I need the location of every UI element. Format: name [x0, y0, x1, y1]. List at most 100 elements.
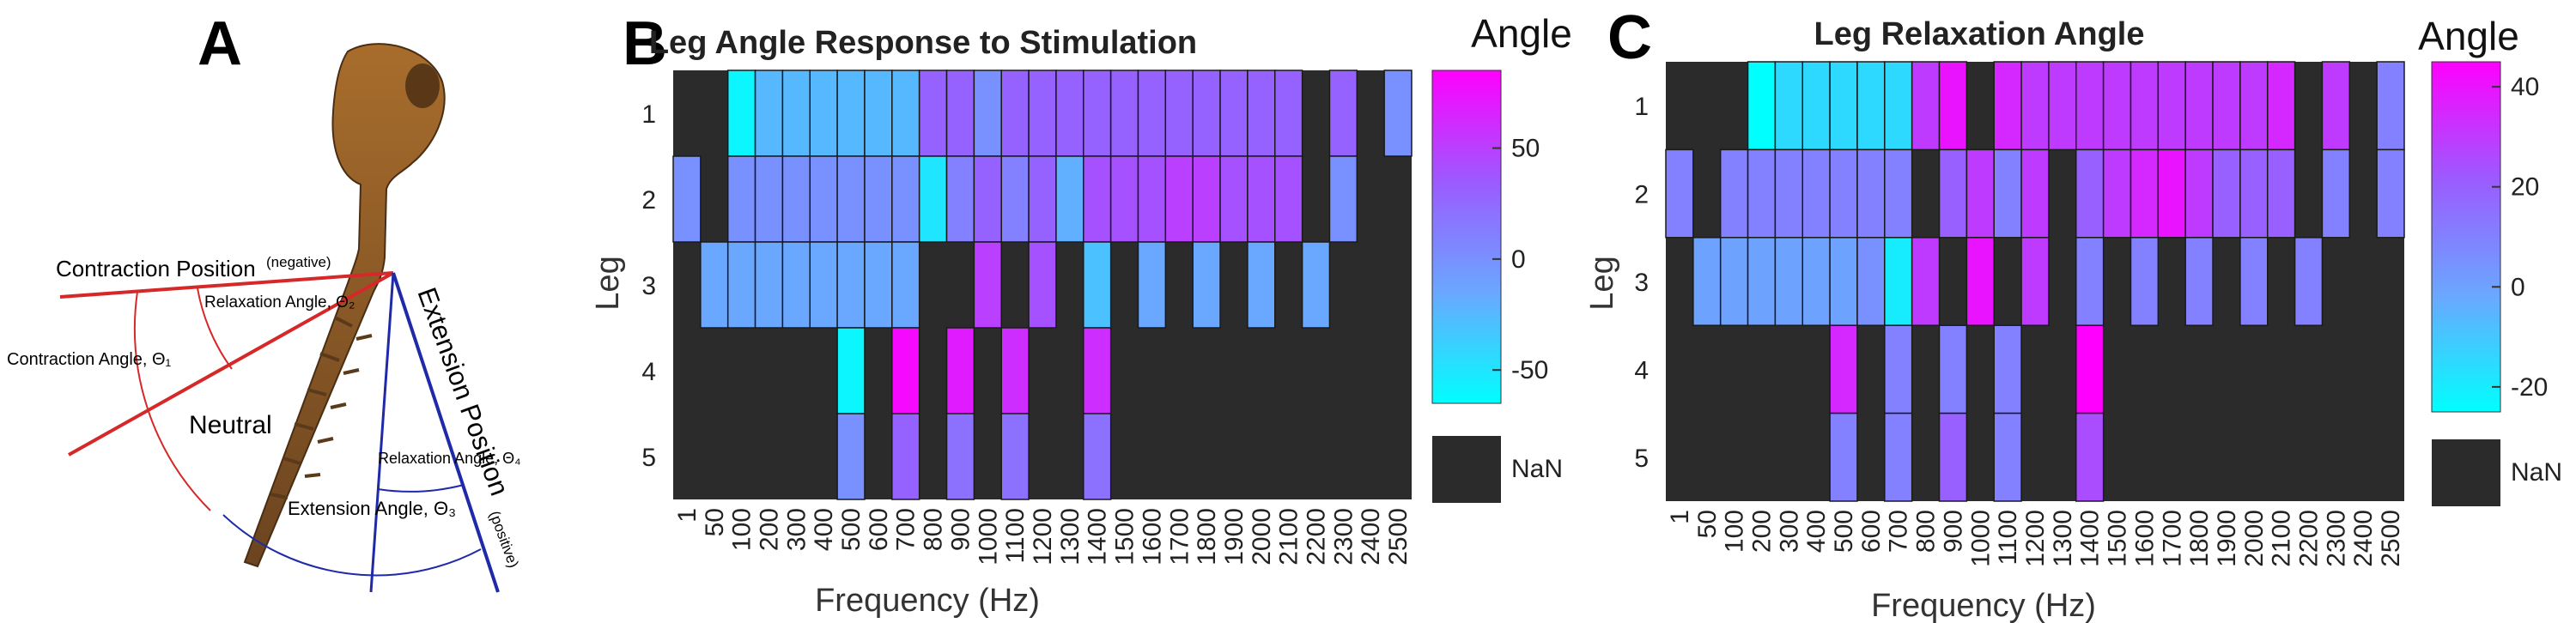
y-tick-label: 2 — [1634, 181, 1649, 209]
x-tick-label: 1100 — [1994, 510, 2022, 566]
x-tick-label: 2500 — [2377, 510, 2405, 567]
x-tick-label: 2300 — [1329, 508, 1358, 566]
heatmap-cell — [2376, 148, 2405, 239]
x-tick-label: 1400 — [1084, 508, 1112, 566]
x-tick-label: 900 — [1939, 510, 1967, 553]
heatmap-cell — [2376, 61, 2405, 151]
panel-c-x-ticks: 1501002003004005006007008009001000110012… — [1666, 510, 2405, 567]
heatmap-cell — [1192, 70, 1221, 157]
heatmap-cell — [1801, 148, 1831, 239]
heatmap-cell — [754, 155, 784, 243]
heatmap-cell — [672, 155, 702, 243]
x-tick-label: 2400 — [1357, 508, 1385, 566]
heatmap-cell — [836, 155, 866, 243]
x-tick-label: 500 — [1830, 510, 1858, 553]
x-tick-label: 200 — [755, 508, 783, 551]
heatmap-cell — [2239, 148, 2269, 239]
heatmap-cell — [1884, 61, 1913, 151]
colorbar-tick-label: 40 — [2511, 73, 2539, 101]
heatmap-cell — [1938, 324, 1968, 414]
x-tick-label: 500 — [837, 508, 866, 551]
heatmap-cell — [1884, 324, 1913, 414]
heatmap-cell — [1993, 148, 2022, 239]
heatmap-cell — [1993, 324, 2022, 414]
heatmap-cell — [891, 70, 920, 157]
y-tick-label: 3 — [1634, 269, 1649, 297]
heatmap-cell — [2129, 148, 2160, 239]
leg-body — [243, 43, 446, 568]
heatmap-cell — [1137, 155, 1167, 243]
heatmap-cell — [2048, 61, 2077, 151]
heatmap-cell — [2102, 148, 2132, 239]
heatmap-cell — [2212, 148, 2241, 239]
y-tick-label: 1 — [1634, 93, 1649, 121]
panel-c-colorbar-title: Angle — [2418, 14, 2519, 58]
panel-c-nan-swatch — [2432, 439, 2500, 506]
heatmap-cell — [1774, 61, 1804, 151]
y-tick-label: 1 — [641, 100, 656, 129]
heatmap-cell — [945, 327, 975, 414]
heatmap-cell — [726, 241, 756, 329]
heatmap-cell — [781, 241, 811, 329]
heatmap-cell — [1192, 155, 1221, 243]
x-tick-label: 1 — [1666, 510, 1694, 524]
heatmap-cell — [2184, 148, 2214, 239]
x-tick-label: 1000 — [974, 508, 1002, 566]
heatmap-cell — [1028, 70, 1057, 157]
heatmap-cell — [1938, 61, 1968, 151]
heatmap-cell — [1801, 237, 1831, 326]
neutral-label: Neutral — [189, 411, 272, 439]
x-tick-label: 1100 — [1001, 508, 1030, 564]
colorbar-tick-label: -20 — [2511, 373, 2548, 402]
heatmap-cell — [1328, 155, 1358, 243]
heatmap-cell — [918, 155, 948, 243]
x-tick-label: 800 — [920, 508, 948, 551]
panel-c-title: Leg Relaxation Angle — [1814, 16, 2145, 52]
x-tick-label: 2300 — [2322, 510, 2350, 567]
heatmap-cell — [2075, 324, 2105, 414]
x-tick-label: 2100 — [1275, 508, 1303, 566]
heatmap-cell — [2293, 237, 2324, 326]
leg-spines — [270, 316, 373, 499]
heatmap-cell — [726, 70, 756, 157]
heatmap-cell — [1083, 327, 1112, 414]
heatmap-cell — [1028, 241, 1057, 329]
x-tick-label: 300 — [782, 508, 811, 551]
heatmap-cell — [2102, 61, 2132, 151]
panel-b-title: Leg Angle Response to Stimulation — [649, 25, 1197, 61]
heatmap-cell — [1829, 61, 1858, 151]
heatmap-cell — [973, 241, 1002, 329]
neutral-line — [68, 271, 394, 457]
heatmap-cell — [1273, 70, 1303, 157]
colorbar-tick-label: 0 — [2511, 273, 2525, 301]
x-tick-label: 1 — [673, 508, 702, 523]
head-eye — [405, 64, 440, 108]
heatmap-cell — [1000, 413, 1030, 500]
heatmap-cell — [1000, 327, 1030, 414]
x-tick-label: 2000 — [2240, 510, 2269, 567]
heatmap-cell — [1000, 155, 1030, 243]
heatmap-cell — [1856, 237, 1886, 326]
y-tick-label: 2 — [641, 186, 656, 215]
x-tick-label: 1500 — [1111, 508, 1139, 566]
panel-a: A Contraction Position (negative) Relaxa… — [7, 9, 522, 593]
relaxation-angle-2-arc — [197, 287, 233, 370]
relaxation-angle-4-arc — [377, 484, 465, 493]
x-tick-label: 1800 — [2185, 510, 2214, 567]
heatmap-cell — [836, 70, 866, 157]
contraction-angle-1-label: Contraction Angle, Θ₁ — [7, 350, 172, 369]
heatmap-cell — [945, 155, 975, 243]
panel-c: C Leg Relaxation Angle 15010020030040050… — [1584, 3, 2562, 623]
heatmap-cell — [2321, 148, 2351, 239]
heatmap-cell — [1993, 412, 2022, 502]
heatmap-cell — [1083, 413, 1112, 500]
heatmap-cell — [918, 70, 948, 157]
heatmap-cell — [2184, 61, 2214, 151]
heatmap-cell — [1273, 155, 1303, 243]
panel-a-letter: A — [197, 9, 242, 78]
colorbar-tick-label: 50 — [1511, 135, 1540, 163]
x-tick-label: 1500 — [2104, 510, 2132, 567]
heatmap-cell — [700, 241, 729, 329]
relaxation-angle-4-label: Relaxation Angle, Θ₄ — [378, 450, 520, 467]
